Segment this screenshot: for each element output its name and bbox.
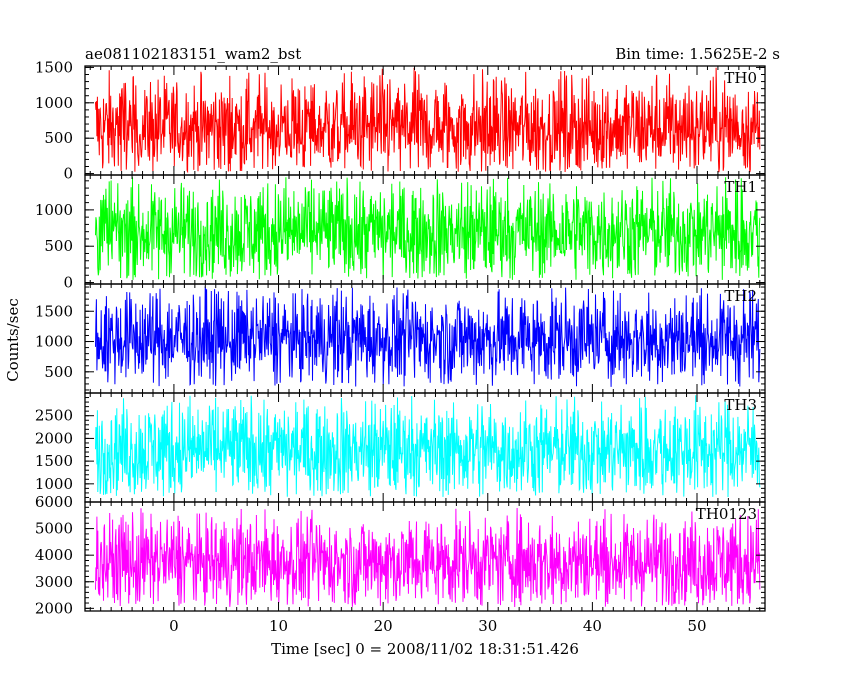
x-tick-label: 10: [269, 617, 288, 635]
y-tick-label: 0: [63, 165, 73, 183]
y-tick-label: 2500: [35, 407, 73, 425]
y-tick-label: 6000: [35, 493, 73, 511]
chart-title: ae081102183151_wam2_bst: [85, 45, 301, 63]
x-tick-label: 0: [169, 617, 179, 635]
x-tick-label: 40: [583, 617, 602, 635]
series-line-th3: [95, 395, 761, 498]
y-axis-label: Counts/sec: [4, 298, 22, 382]
y-tick-label: 2000: [35, 429, 73, 447]
panel-th0: 0 500 1000 1500 TH0: [35, 58, 766, 183]
series-line-th1: [95, 177, 761, 280]
panel-name-th0: TH0: [724, 69, 757, 87]
panel-name-th0123: TH0123: [696, 505, 757, 523]
series-line-th2: [95, 286, 761, 387]
panel-name-th3: TH3: [724, 396, 757, 414]
series-line-th0: [95, 67, 761, 174]
x-axis-label: Time [sec] 0 = 2008/11/02 18:31:51.426: [271, 640, 579, 658]
panel-th2: 500 1000 1500 TH2: [35, 283, 766, 394]
panel-th0123: 2000 3000 4000 5000 6000 TH0123: [35, 493, 766, 617]
x-tick-label: 50: [687, 617, 706, 635]
y-tick-label: 1500: [35, 452, 73, 470]
y-tick-label: 3000: [35, 573, 73, 591]
x-tick-label: 20: [374, 617, 393, 635]
y-tick-label: 1000: [35, 475, 73, 493]
y-tick-label: 500: [44, 363, 73, 381]
panel-name-th1: TH1: [724, 178, 757, 196]
y-tick-label: 1500: [35, 302, 73, 320]
y-tick-label: 2000: [35, 599, 73, 617]
bin-time-label: Bin time: 1.5625E-2 s: [615, 45, 780, 63]
panel-th1: 0 500 1000 TH1: [35, 174, 766, 292]
y-tick-label: 1000: [35, 333, 73, 351]
y-tick-label: 500: [44, 237, 73, 255]
y-tick-label: 0: [63, 274, 73, 292]
y-tick-label: 1000: [35, 94, 73, 112]
y-tick-label: 1500: [35, 58, 73, 76]
y-tick-label: 1000: [35, 201, 73, 219]
series-line-th0123: [95, 507, 761, 608]
panels-group: 050010001500TH005001000TH150010001500TH2…: [35, 58, 766, 635]
y-tick-label: 4000: [35, 546, 73, 564]
y-tick-label: 500: [44, 129, 73, 147]
y-tick-label: 5000: [35, 520, 73, 538]
panel-name-th2: TH2: [724, 287, 757, 305]
x-tick-label: 30: [478, 617, 497, 635]
panel-th3: 1000 1500 2000 2500 TH3: [35, 392, 766, 503]
